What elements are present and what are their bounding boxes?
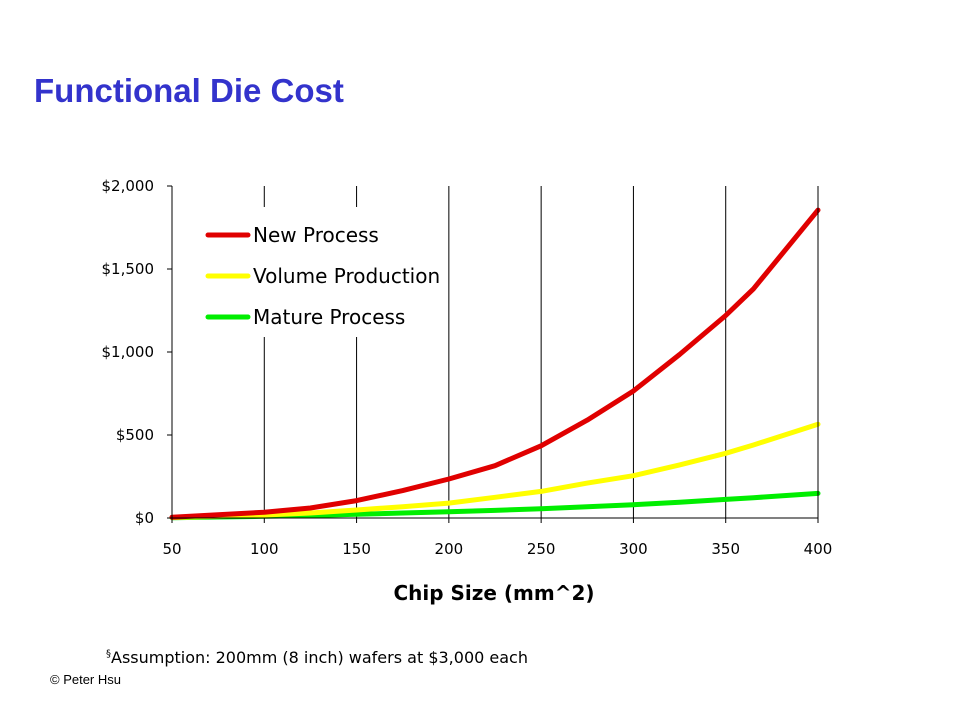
legend-label: Volume Production: [253, 264, 440, 288]
y-tick-label: $500: [116, 426, 154, 444]
x-tick-label: 350: [711, 540, 740, 558]
footnote-bullet: §: [106, 648, 111, 660]
x-tick-label: 100: [250, 540, 279, 558]
footnote: §Assumption: 200mm (8 inch) wafers at $3…: [106, 648, 528, 667]
x-tick-label: 400: [804, 540, 833, 558]
series-line-new-process: [169, 207, 821, 520]
x-tick-label: 50: [162, 540, 181, 558]
legend-label: Mature Process: [253, 305, 405, 329]
copyright: © Peter Hsu: [50, 672, 121, 687]
y-tick-label: $1,500: [102, 260, 155, 278]
x-axis-title: Chip Size (mm^2): [393, 581, 594, 605]
x-tick-label: 300: [619, 540, 648, 558]
y-tick-label: $2,000: [102, 177, 155, 195]
x-tick-label: 150: [342, 540, 371, 558]
line-layer: [169, 207, 821, 521]
x-tick-label: 250: [527, 540, 556, 558]
x-tick-label: 200: [435, 540, 464, 558]
slide-title: Functional Die Cost: [34, 72, 344, 109]
legend-label: New Process: [253, 223, 379, 247]
y-tick-label: $0: [135, 509, 154, 527]
legend: New Process Volume Production Mature Proce…: [188, 207, 440, 337]
tick-layer: $0 $500 $1,000 $1,500 $2,000 50 100 150 200 250 30…: [102, 177, 833, 558]
footnote-text: Assumption: 200mm (8 inch) wafers at $3,…: [111, 648, 528, 667]
series-line-volume-production: [169, 421, 821, 520]
y-tick-label: $1,000: [102, 343, 155, 361]
